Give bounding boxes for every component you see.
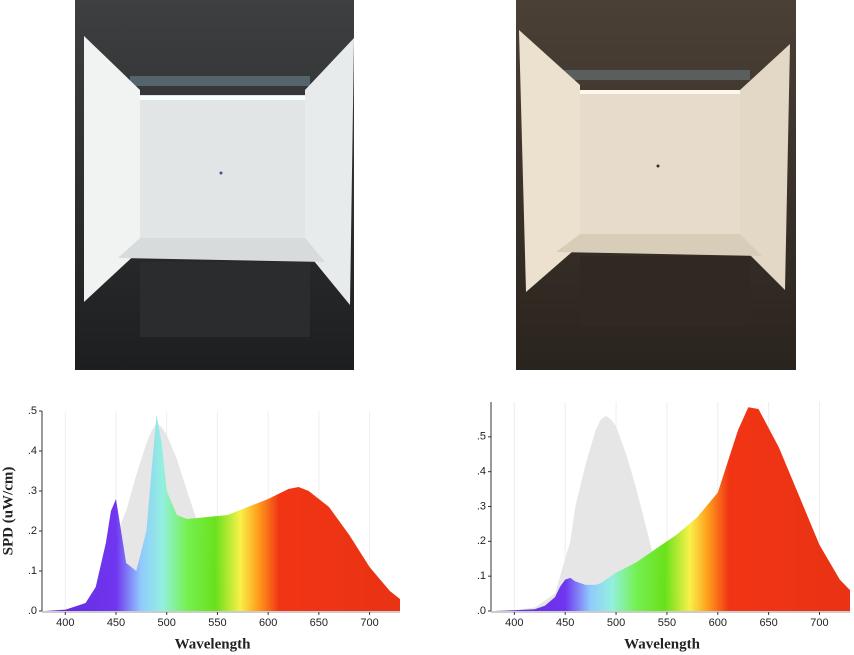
x-tick-label: 700 (360, 617, 378, 629)
x-axis-label: Wavelength (624, 636, 700, 652)
y-tick-label: .4 (28, 445, 37, 457)
x-tick-label: 450 (556, 617, 574, 629)
x-tick-label: 500 (607, 617, 625, 629)
x-tick-label: 550 (208, 617, 226, 629)
y-tick-label: .1 (28, 565, 37, 577)
x-tick-label: 400 (505, 617, 523, 629)
x-tick-label: 550 (658, 617, 676, 629)
y-tick-label: .2 (477, 535, 486, 547)
y-tick-label: .5 (28, 405, 37, 417)
y-tick-label: .0 (477, 605, 486, 617)
x-tick-label: 700 (810, 617, 828, 629)
y-tick-label: .4 (477, 466, 486, 478)
y-tick-label: .3 (477, 500, 486, 512)
spectrum-area (494, 407, 850, 611)
x-tick-label: 500 (158, 617, 176, 629)
x-tick-label: 400 (56, 617, 74, 629)
spectrum-area (45, 415, 400, 611)
spectrum-area (45, 423, 400, 611)
spectrum-area (494, 415, 850, 611)
x-tick-label: 600 (709, 617, 727, 629)
x-tick-label: 650 (310, 617, 328, 629)
photo-warm (516, 0, 796, 370)
y-tick-label: .1 (477, 570, 486, 582)
x-tick-label: 650 (759, 617, 777, 629)
photo-cool (75, 0, 354, 370)
x-tick-label: 450 (107, 617, 125, 629)
y-tick-label: .3 (28, 485, 37, 497)
y-tick-label: .5 (477, 431, 486, 443)
x-axis-label: Wavelength (175, 636, 251, 652)
y-tick-label: .0 (28, 605, 37, 617)
y-axis-label: SPD (uW/cm) (0, 467, 16, 556)
x-tick-label: 600 (259, 617, 277, 629)
y-tick-label: .2 (28, 525, 37, 537)
